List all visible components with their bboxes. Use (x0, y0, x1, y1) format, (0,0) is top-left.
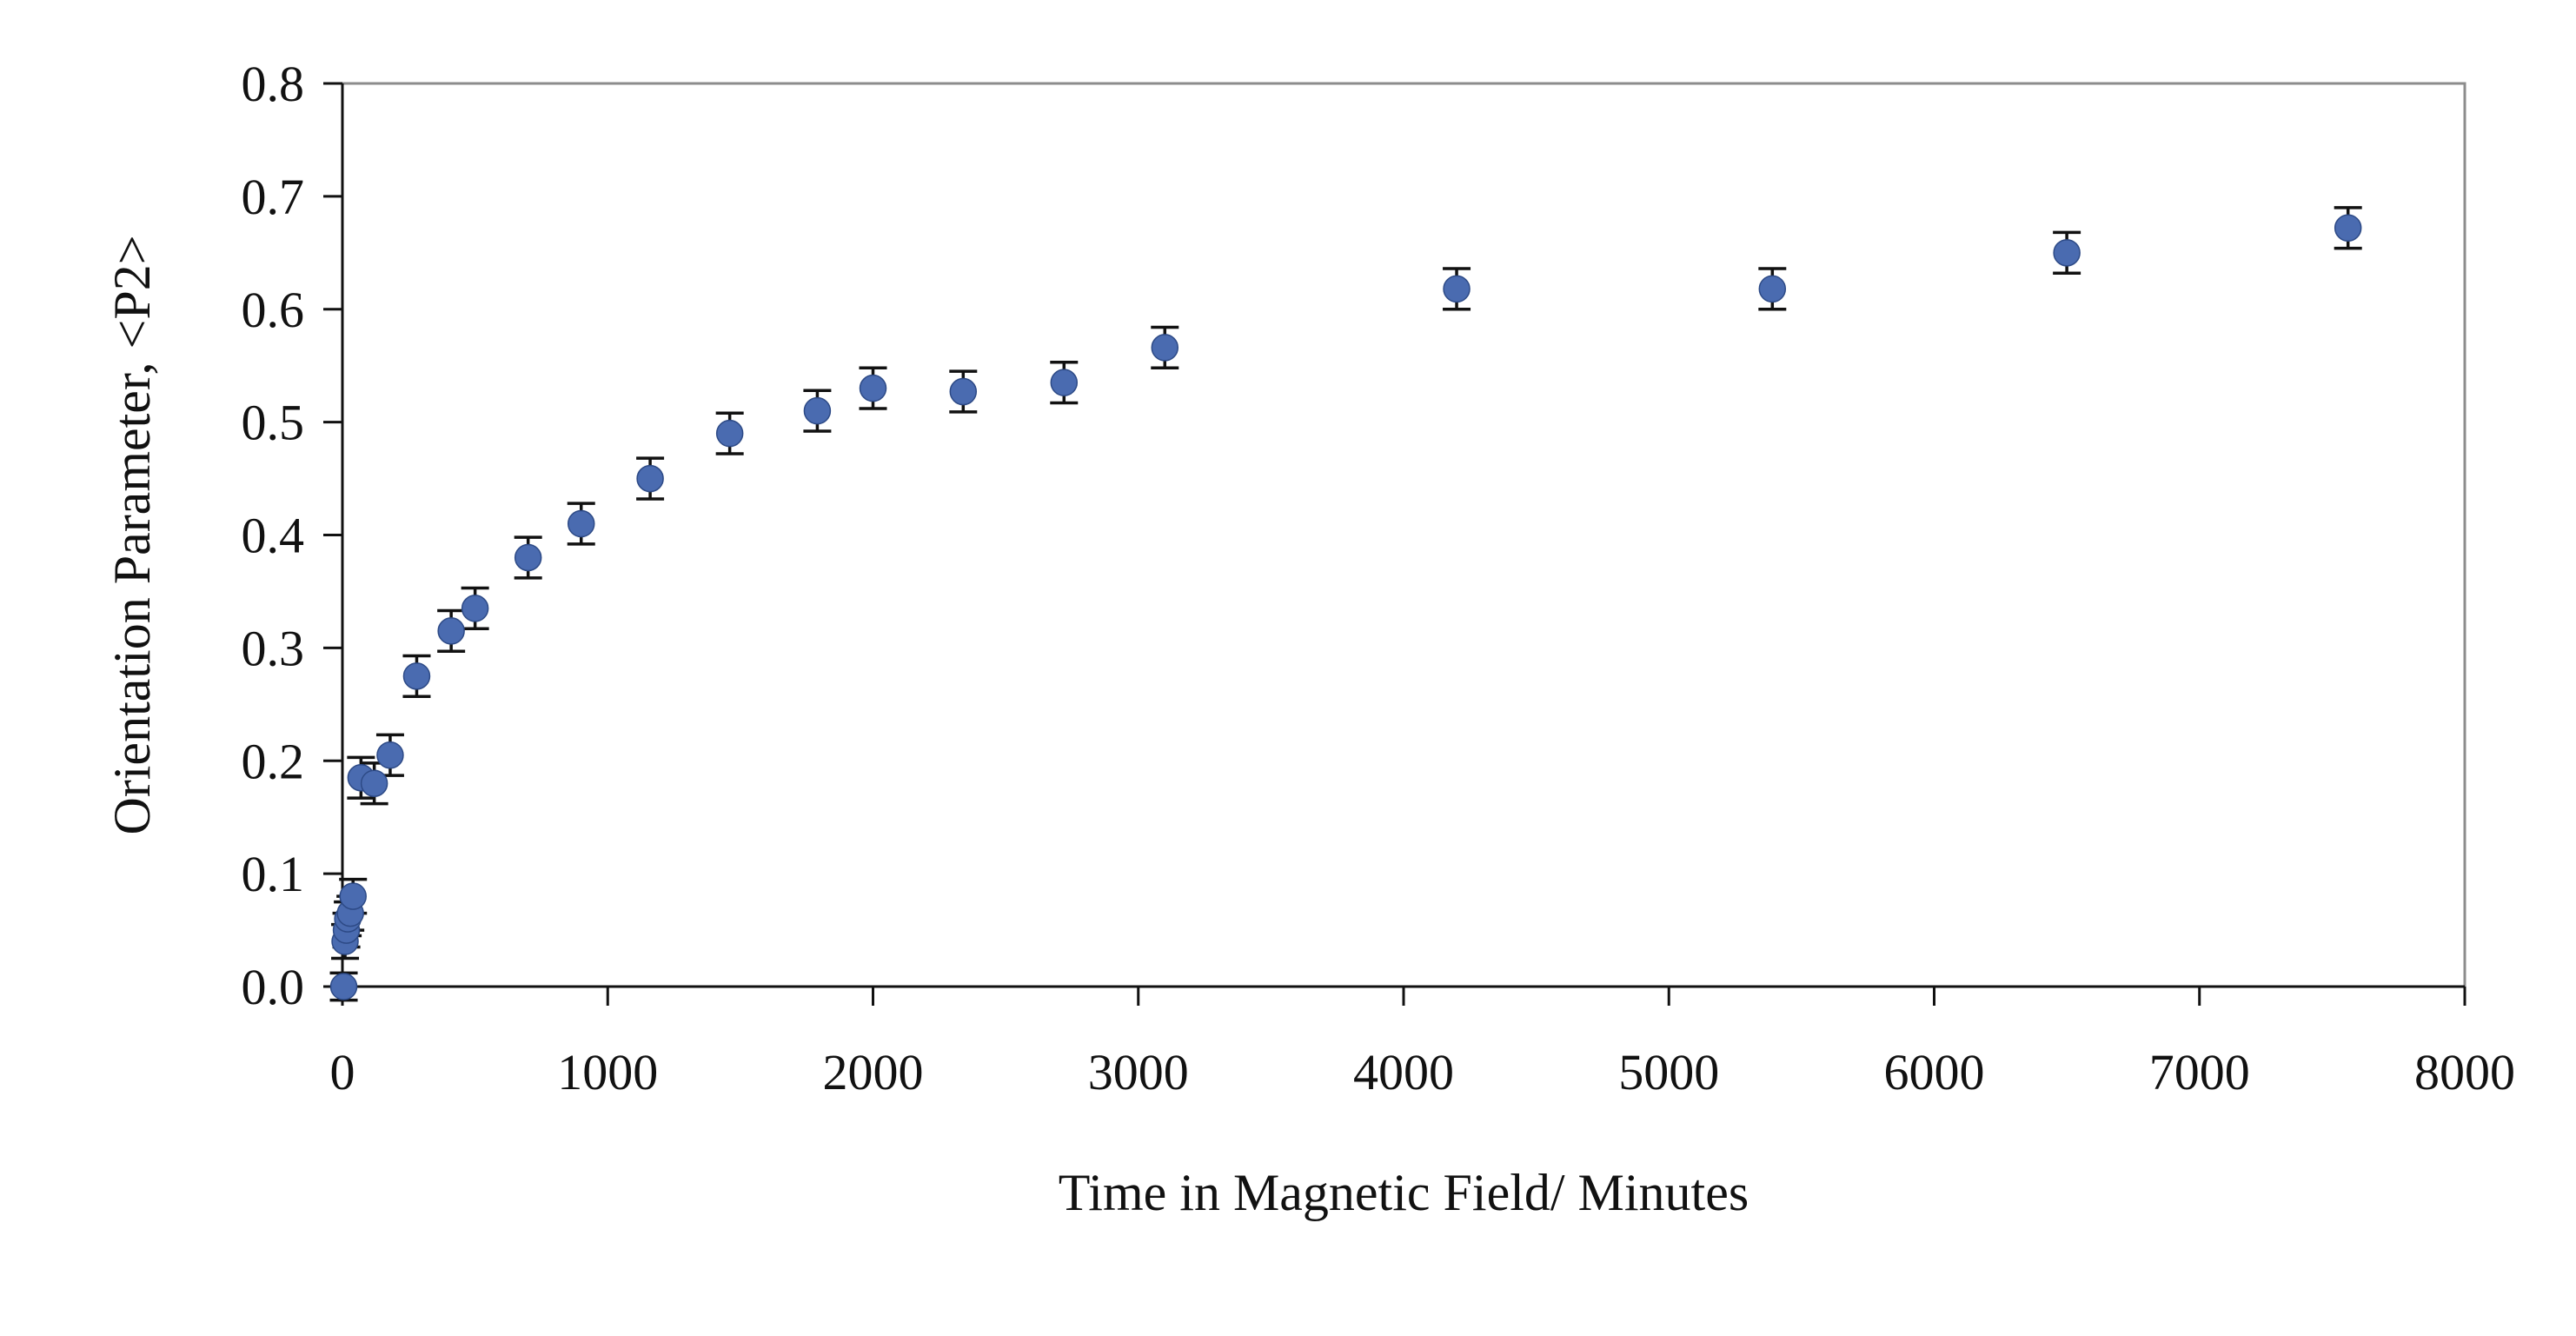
data-point (2053, 239, 2081, 267)
y-tick-label: 0.5 (242, 395, 305, 451)
data-point (1758, 275, 1787, 303)
y-tick-label: 0.0 (242, 959, 305, 1015)
y-axis-title: Orientation Parameter, <P2> (103, 235, 161, 834)
data-markers (329, 214, 2362, 1000)
data-point (376, 741, 404, 769)
x-tick-label: 7000 (2149, 1044, 2250, 1100)
data-point (2334, 214, 2362, 242)
y-tick-label: 0.4 (242, 508, 305, 564)
y-tick-label: 0.8 (242, 56, 305, 112)
x-tick-label: 8000 (2414, 1044, 2515, 1100)
x-tick-label: 6000 (1884, 1044, 1985, 1100)
data-point (1050, 369, 1079, 396)
y-tick-label: 0.1 (242, 846, 305, 902)
y-tick-label: 0.7 (242, 169, 305, 225)
data-point (803, 396, 832, 425)
y-axis-ticks: 0.0 0.1 0.2 0.3 0.4 0.5 0.6 0.7 0.8 (242, 56, 342, 1015)
data-point (859, 374, 887, 402)
data-point (949, 377, 978, 406)
x-tick-label: 3000 (1088, 1044, 1189, 1100)
data-point (329, 973, 358, 1000)
data-point (461, 595, 489, 622)
x-tick-label: 5000 (1618, 1044, 1719, 1100)
data-point (1443, 275, 1471, 303)
y-tick-label: 0.3 (242, 620, 305, 676)
data-point (514, 543, 542, 572)
x-tick-label: 0 (330, 1044, 355, 1100)
x-tick-label: 4000 (1353, 1044, 1454, 1100)
data-point (1151, 334, 1179, 362)
data-point (437, 617, 465, 645)
data-point (636, 464, 664, 493)
x-tick-label: 1000 (557, 1044, 658, 1100)
y-tick-label: 0.2 (242, 733, 305, 789)
data-point (402, 662, 431, 690)
x-tick-label: 2000 (823, 1044, 924, 1100)
data-point (360, 769, 388, 797)
data-point (339, 882, 367, 910)
x-axis-ticks: 0 1000 2000 3000 4000 5000 6000 7000 8000 (330, 987, 2515, 1100)
x-axis-title: Time in Magnetic Field/ Minutes (1059, 1164, 1749, 1221)
data-point (715, 419, 744, 448)
y-tick-label: 0.6 (242, 282, 305, 338)
data-point (567, 509, 595, 538)
